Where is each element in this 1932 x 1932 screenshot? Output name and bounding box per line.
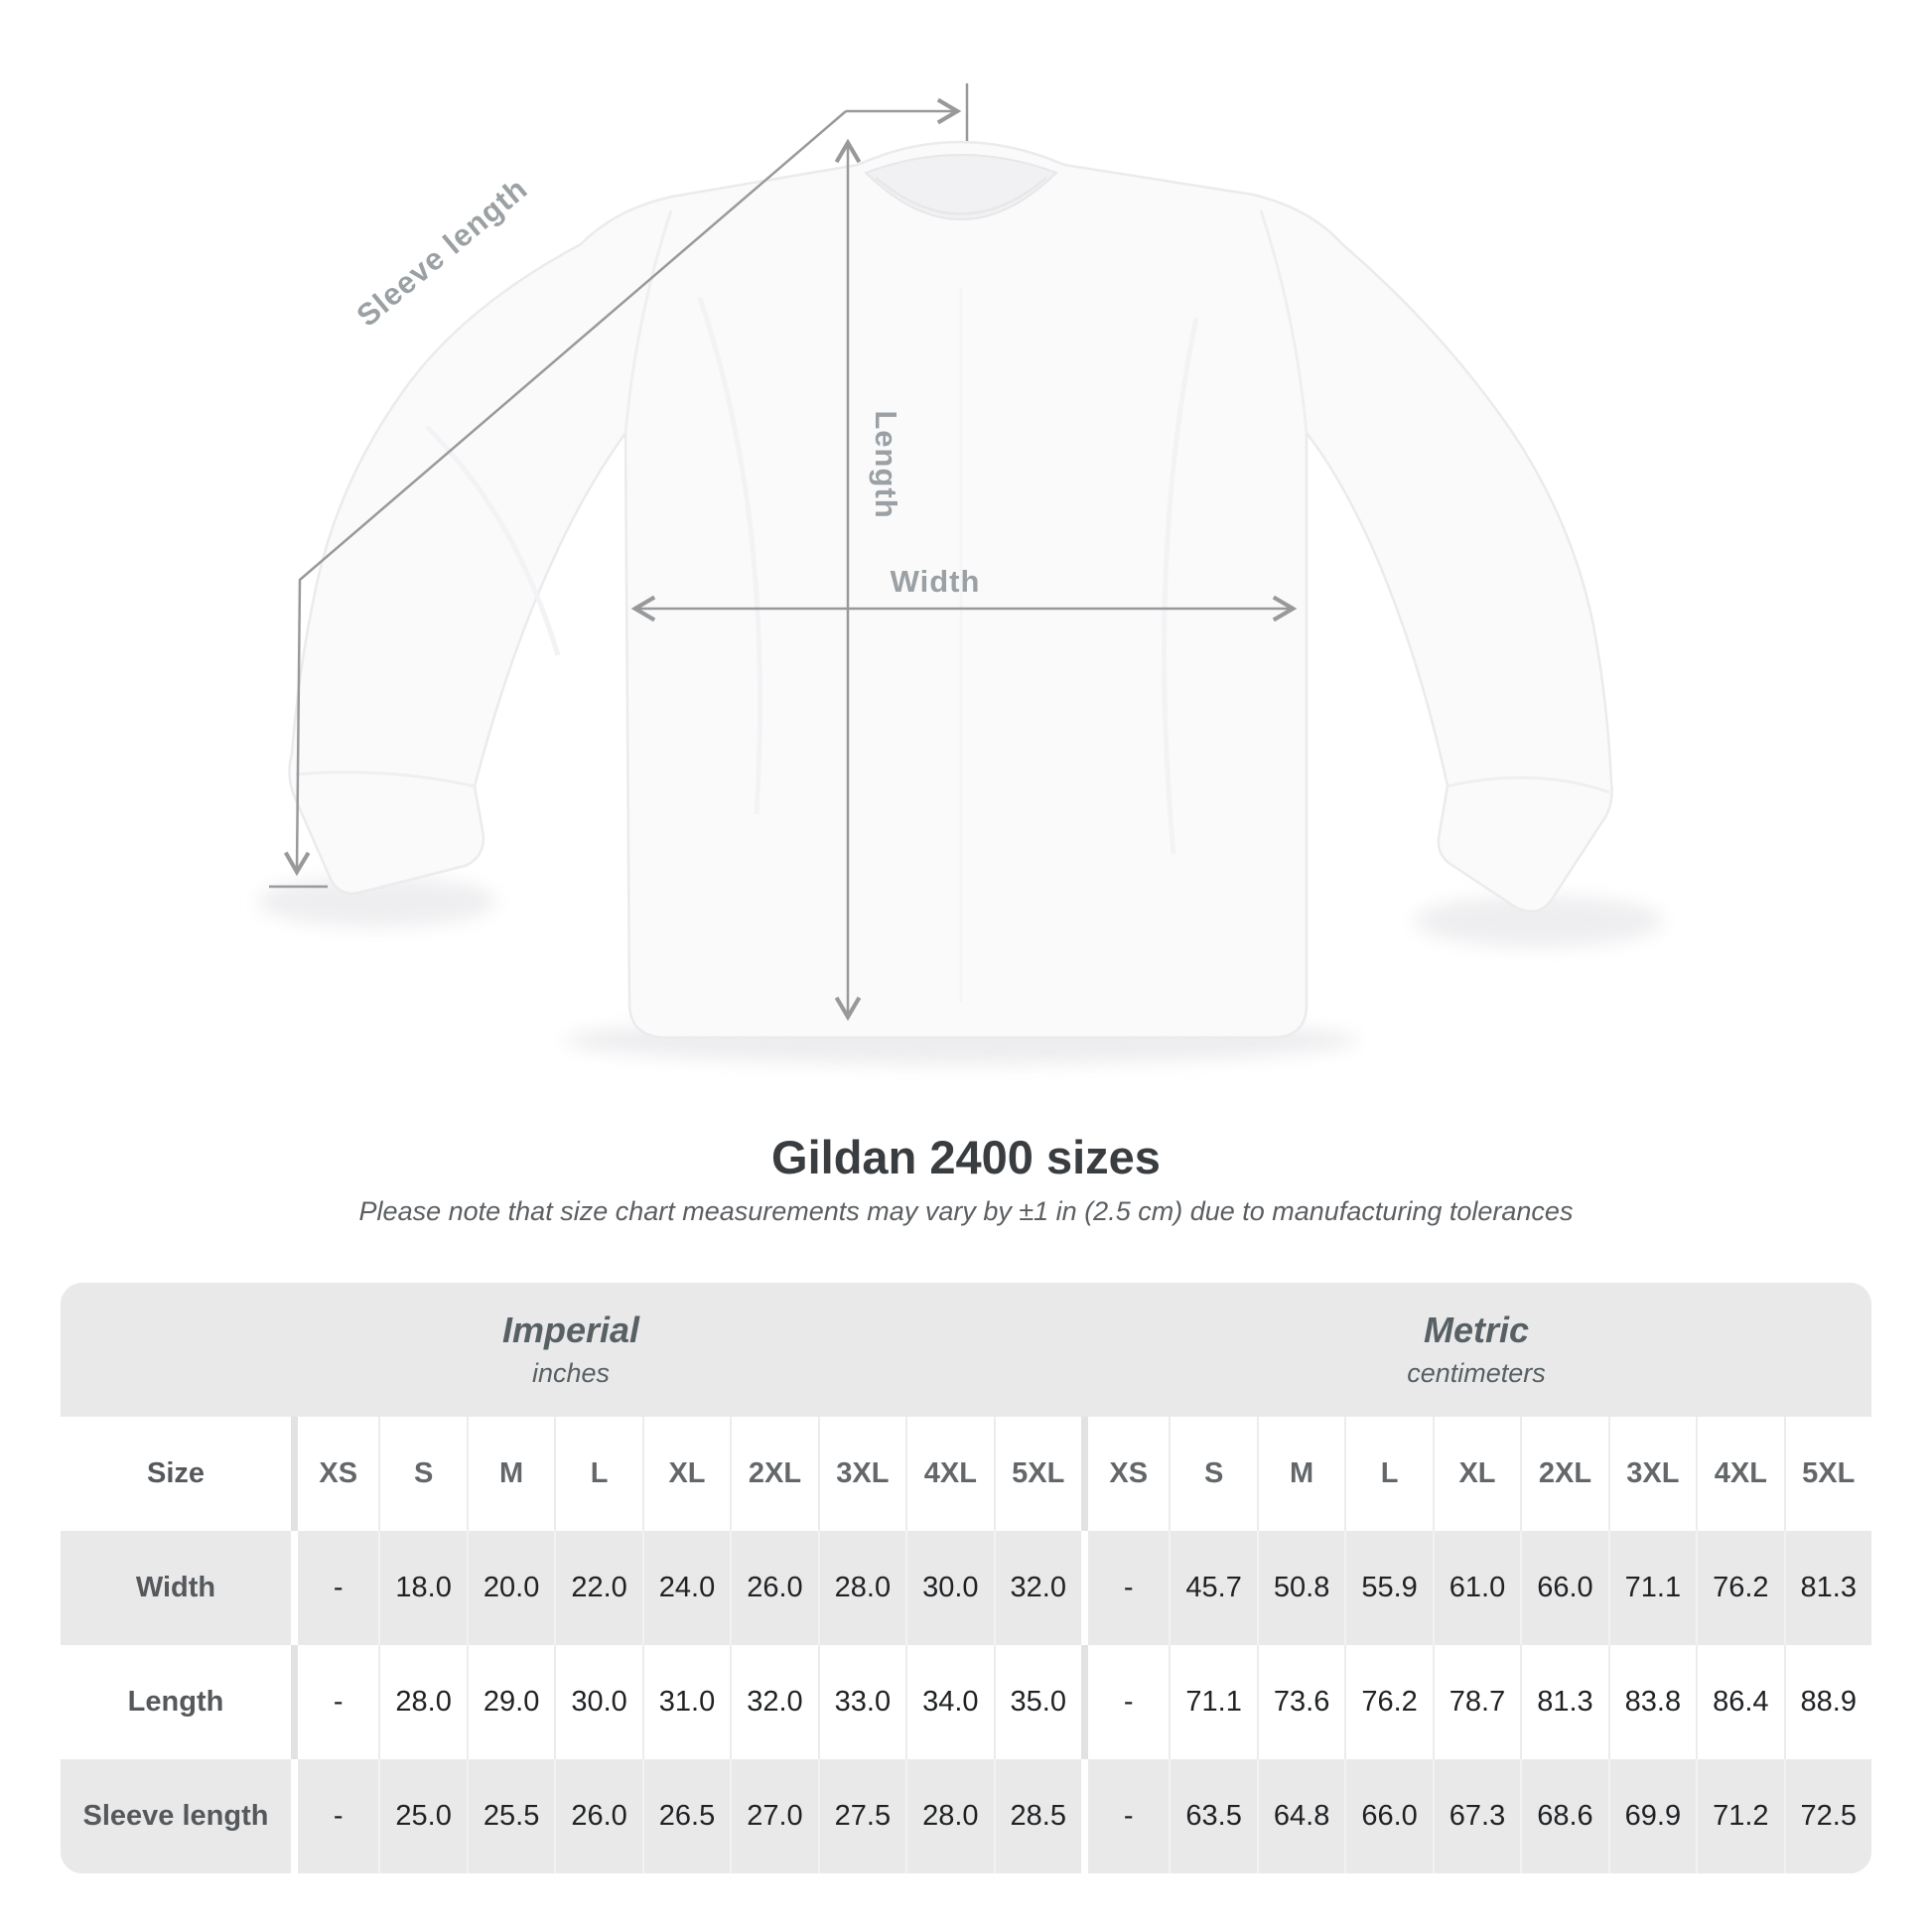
- table-row: Length -28.0 29.0 30.0 31.0 32.0 33.0 34.0 35.0-…: [61, 1645, 1871, 1759]
- size-column-header: XL: [641, 1417, 730, 1531]
- value-cell: 25.5: [466, 1759, 554, 1873]
- metric-label: Metric: [1423, 1310, 1530, 1350]
- value-cell: 31.0: [641, 1645, 730, 1759]
- value-cell: 63.5: [1169, 1759, 1256, 1873]
- value-cell: 20.0: [466, 1531, 554, 1645]
- value-cell: 78.7: [1432, 1645, 1520, 1759]
- value-cell: 50.8: [1256, 1531, 1344, 1645]
- size-column-header: L: [1344, 1417, 1432, 1531]
- size-column-header: XL: [1432, 1417, 1520, 1531]
- size-column-header: 3XL: [817, 1417, 905, 1531]
- value-cell: 64.8: [1256, 1759, 1344, 1873]
- value-cell: -: [1080, 1759, 1169, 1873]
- page-subtitle: Please note that size chart measurements…: [358, 1196, 1574, 1226]
- value-cell: 35.0: [993, 1645, 1081, 1759]
- value-cell: -: [291, 1759, 378, 1873]
- value-cell: 73.6: [1256, 1645, 1344, 1759]
- value-cell: 29.0: [466, 1645, 554, 1759]
- size-column-header: S: [378, 1417, 466, 1531]
- value-cell: -: [291, 1645, 378, 1759]
- length-label: Length: [869, 410, 903, 518]
- value-cell: -: [291, 1531, 378, 1645]
- imperial-label: Imperial: [501, 1310, 640, 1350]
- shirt-measurement-diagram: Sleeve length Length Width: [258, 83, 1663, 1064]
- value-cell: 71.1: [1607, 1531, 1696, 1645]
- page-title: Gildan 2400 sizes: [771, 1131, 1161, 1183]
- value-cell: 26.5: [641, 1759, 730, 1873]
- size-column-header: 2XL: [1520, 1417, 1607, 1531]
- sleeve-arrow-diagonal: [283, 110, 847, 877]
- width-label: Width: [891, 564, 981, 599]
- value-cell: 83.8: [1607, 1645, 1696, 1759]
- size-header-row: Size XS S M L XL 2XL 3XL 4XL 5XL XS S M L XL 2XL 3XL 4XL 5…: [61, 1417, 1871, 1531]
- value-cell: -: [1080, 1531, 1169, 1645]
- metric-unit-label: centimeters: [1407, 1358, 1546, 1388]
- size-column-header: 2XL: [730, 1417, 817, 1531]
- value-cell: 25.0: [378, 1759, 466, 1873]
- value-cell: 28.5: [993, 1759, 1081, 1873]
- value-cell: 30.0: [905, 1531, 993, 1645]
- value-cell: 45.7: [1169, 1531, 1256, 1645]
- value-cell: 26.0: [730, 1531, 817, 1645]
- value-cell: 18.0: [378, 1531, 466, 1645]
- metric-group-header: Metric centimeters: [1081, 1283, 1871, 1417]
- value-cell: 26.0: [554, 1759, 641, 1873]
- table-row: Width -18.0 20.0 22.0 24.0 26.0 28.0 30.0 32.0-4…: [61, 1531, 1871, 1645]
- value-cell: 24.0: [641, 1531, 730, 1645]
- measurement-annotations: [269, 83, 1298, 1022]
- value-cell: 66.0: [1520, 1531, 1607, 1645]
- value-cell: 33.0: [817, 1645, 905, 1759]
- value-cell: 27.0: [730, 1759, 817, 1873]
- table-body: Width -18.0 20.0 22.0 24.0 26.0 28.0 30.0 32.0-4…: [61, 1531, 1871, 1873]
- title-block: Gildan 2400 sizes Please note that size …: [0, 1134, 1932, 1227]
- value-cell: -: [1080, 1645, 1169, 1759]
- size-column-header: L: [554, 1417, 641, 1531]
- size-column-header: XS: [291, 1417, 378, 1531]
- value-cell: 76.2: [1344, 1645, 1432, 1759]
- size-column-header: 4XL: [1696, 1417, 1783, 1531]
- value-cell: 81.3: [1783, 1531, 1871, 1645]
- value-cell: 61.0: [1432, 1531, 1520, 1645]
- value-cell: 55.9: [1344, 1531, 1432, 1645]
- row-label: Width: [135, 1572, 216, 1603]
- value-cell: 71.2: [1696, 1759, 1783, 1873]
- shirt-graphic: Sleeve length Length Width: [258, 83, 1663, 1064]
- value-cell: 67.3: [1432, 1759, 1520, 1873]
- value-cell: 66.0: [1344, 1759, 1432, 1873]
- value-cell: 68.6: [1520, 1759, 1607, 1873]
- row-label: Sleeve length: [82, 1800, 269, 1832]
- value-cell: 32.0: [730, 1645, 817, 1759]
- size-column-header: 5XL: [993, 1417, 1081, 1531]
- value-cell: 86.4: [1696, 1645, 1783, 1759]
- value-cell: 32.0: [993, 1531, 1081, 1645]
- value-cell: 71.1: [1169, 1645, 1256, 1759]
- unit-header-band: Imperial inches Metric centimeters: [61, 1283, 1871, 1417]
- row-label: Length: [127, 1686, 224, 1718]
- imperial-group-header: Imperial inches: [61, 1283, 1081, 1417]
- value-cell: 30.0: [554, 1645, 641, 1759]
- value-cell: 69.9: [1607, 1759, 1696, 1873]
- imperial-unit-label: inches: [531, 1358, 611, 1388]
- size-column-header: M: [1256, 1417, 1344, 1531]
- value-cell: 88.9: [1783, 1645, 1871, 1759]
- long-sleeve-shirt: [288, 140, 1613, 1039]
- value-cell: 22.0: [554, 1531, 641, 1645]
- size-column-header: 3XL: [1607, 1417, 1696, 1531]
- size-column-header: XS: [1080, 1417, 1169, 1531]
- value-cell: 27.5: [817, 1759, 905, 1873]
- size-header-label: Size: [146, 1457, 206, 1489]
- value-cell: 34.0: [905, 1645, 993, 1759]
- value-cell: 72.5: [1783, 1759, 1871, 1873]
- size-column-header: 4XL: [905, 1417, 993, 1531]
- value-cell: 76.2: [1696, 1531, 1783, 1645]
- size-table: Imperial inches Metric centimeters Size X…: [61, 1283, 1871, 1873]
- size-column-header: M: [466, 1417, 554, 1531]
- value-cell: 28.0: [905, 1759, 993, 1873]
- value-cell: 28.0: [378, 1645, 466, 1759]
- value-cell: 81.3: [1520, 1645, 1607, 1759]
- table-row: Sleeve length -25.0 25.5 26.0 26.5 27.0 27.5 28…: [61, 1759, 1871, 1873]
- value-cell: 28.0: [817, 1531, 905, 1645]
- size-column-header: 5XL: [1783, 1417, 1871, 1531]
- size-column-header: S: [1169, 1417, 1256, 1531]
